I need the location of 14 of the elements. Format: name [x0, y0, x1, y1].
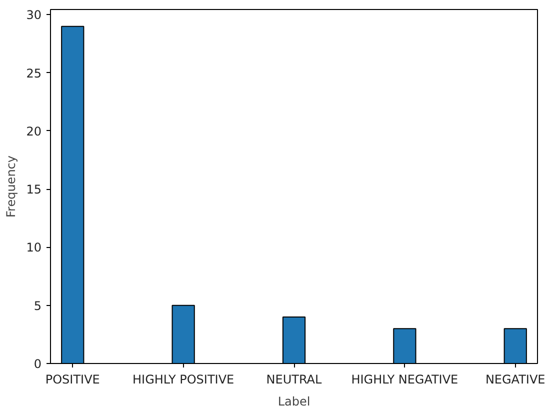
x-tick-label: HIGHLY POSITIVE: [132, 372, 234, 386]
y-tick-label: 20: [26, 124, 42, 138]
x-tick-label: NEGATIVE: [485, 372, 546, 386]
x-tick-label: NEUTRAL: [266, 372, 322, 386]
y-tick-label: 0: [34, 357, 42, 371]
y-tick-label: 30: [26, 8, 42, 22]
x-axis-title: Label: [278, 394, 310, 408]
y-tick-label: 15: [26, 182, 42, 197]
y-axis-title: Frequency: [4, 155, 18, 218]
y-tick-label: 10: [26, 240, 42, 255]
x-tick-label: POSITIVE: [45, 372, 100, 386]
y-tick-label: 5: [34, 298, 42, 313]
x-tick-label: HIGHLY NEGATIVE: [351, 372, 458, 386]
y-tick-label: 25: [26, 66, 42, 80]
